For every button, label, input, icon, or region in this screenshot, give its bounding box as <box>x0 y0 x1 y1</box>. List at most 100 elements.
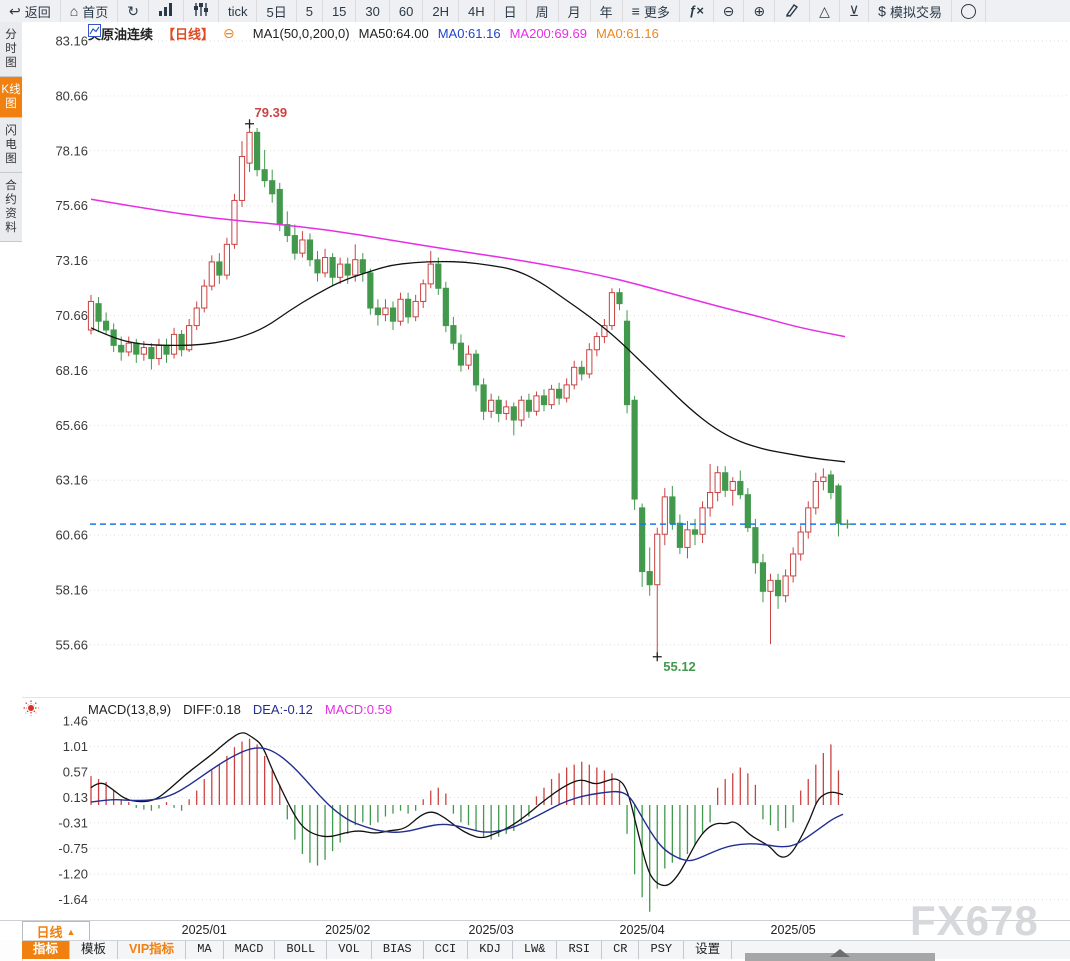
macd-title: MACD(13,8,9) <box>88 702 172 717</box>
price-axis-label: 70.66 <box>55 308 88 323</box>
toolbar-interval-month-button[interactable]: 月 <box>558 0 591 22</box>
draw-tool-icon <box>784 2 800 20</box>
indicator-tab-templates[interactable]: 模板 <box>70 941 119 959</box>
price-axis-label: 55.66 <box>55 637 88 652</box>
indicator-tab-psy[interactable]: PSY <box>639 941 685 959</box>
indicator-tab-kdj[interactable]: KDJ <box>468 941 513 959</box>
toolbar-interval-5m-button[interactable]: 5 <box>296 0 323 22</box>
price-chart-header: 美原油连续 【日线】 ⊖ MA1(50,0,200,0) MA50:64.00 … <box>88 24 659 43</box>
macd-axis-label: 1.46 <box>63 713 88 728</box>
toolbar-interval-tick-button[interactable]: tick <box>218 0 258 22</box>
macd-axis-label: 0.57 <box>63 765 88 780</box>
toolbar-home-button[interactable]: ⌂ 首页 <box>60 0 119 22</box>
macd-value: MACD:0.59 <box>324 702 393 717</box>
price-chart-svg[interactable]: 83.16 80.66 78.16 75.66 73.16 70.66 68.16 65.66… <box>22 22 1070 697</box>
indicator-tab-cci[interactable]: CCI <box>423 941 469 959</box>
toolbar-interval-2h-button[interactable]: 2H <box>423 0 459 22</box>
interval-tick-label: tick <box>227 3 248 19</box>
price-axis-label: 83.16 <box>55 34 88 49</box>
indicator-settings-icon[interactable] <box>23 700 39 716</box>
ma50-value: MA50:64.00 <box>358 26 429 41</box>
drag-handle-arrow-icon <box>830 949 850 957</box>
toolbar-clock-button[interactable] <box>951 0 986 22</box>
indicator-tab-vip-indicators[interactable]: VIP指标 <box>118 941 187 959</box>
indicator-tab-boll[interactable]: BOLL <box>275 941 328 959</box>
ma0-blue-value: MA0:61.16 <box>437 26 501 41</box>
period-selector-button[interactable]: 日线 ▲ <box>22 921 90 942</box>
macd-axis-label: -0.31 <box>58 815 88 830</box>
interval-30m-label: 30 <box>365 3 380 19</box>
indicator-tab-indicators[interactable]: 指标 <box>22 941 71 959</box>
price-chart-panel: 83.16 80.66 78.16 75.66 73.16 70.66 68.16 65.66… <box>22 22 1070 697</box>
indicator-tab-bias[interactable]: BIAS <box>371 941 424 959</box>
sidebar-tab-contract-info[interactable]: 合约资料 <box>0 173 22 242</box>
chart-style-bars-icon <box>158 2 174 20</box>
toolbar-draw-tool-button[interactable] <box>775 0 811 22</box>
interval-60m-label: 60 <box>398 3 414 19</box>
interval-week-label: 周 <box>535 4 549 20</box>
macd-panel: 1.46 1.01 0.57 0.13 -0.31 -0.75 -1.20 -1.64 MAC… <box>22 697 1070 921</box>
price-axis-label: 65.66 <box>55 418 88 433</box>
indicator-tab-cr[interactable]: CR <box>602 941 640 959</box>
price-axis-label: 63.16 <box>55 473 88 488</box>
toolbar-interval-15m-button[interactable]: 15 <box>322 0 357 22</box>
interval-month-label: 月 <box>567 4 581 20</box>
sim-trading-icon: $ <box>878 3 886 19</box>
price-axis-label: 68.16 <box>55 363 88 378</box>
toolbar-formula-button[interactable]: ƒ× <box>679 0 714 22</box>
ma200-value: MA200:69.69 <box>509 26 587 41</box>
indicator-tab-macd[interactable]: MACD <box>223 941 276 959</box>
macd-axis-label: 0.13 <box>63 790 88 805</box>
back-icon: ↩ <box>9 3 21 19</box>
toolbar-interval-day-button[interactable]: 日 <box>494 0 527 22</box>
sidebar-tab-kline-chart[interactable]: K线图 <box>0 77 22 118</box>
toolbar-sim-trading-button[interactable]: $ 模拟交易 <box>869 0 952 22</box>
toolbar-zoom-in-button[interactable]: ⊕ <box>744 0 776 22</box>
toolbar-interval-30m-button[interactable]: 30 <box>356 0 390 22</box>
sidebar-tab-lightning-chart[interactable]: 闪电图 <box>0 118 22 173</box>
indicator-tab-vol[interactable]: VOL <box>327 941 372 959</box>
symbol-period-label: 【日线】 <box>162 27 215 42</box>
macd-chart-svg[interactable]: 1.46 1.01 0.57 0.13 -0.31 -0.75 -1.20 -1.64 <box>22 698 1070 921</box>
dea-value: DEA:-0.12 <box>252 702 313 717</box>
price-axis-label: 75.66 <box>55 198 88 213</box>
diff-value: DIFF:0.18 <box>183 702 241 717</box>
toolbar-refresh-button[interactable]: ↻ <box>118 0 149 22</box>
indicator-tab-settings[interactable]: 设置 <box>684 941 733 959</box>
symbol-name: 美原油连续 <box>88 27 154 42</box>
toolbar-interval-year-button[interactable]: 年 <box>590 0 623 22</box>
collapse-panel-icon[interactable]: ⊖ <box>223 25 235 41</box>
chevron-up-icon: ▲ <box>66 926 76 937</box>
period-selector-label: 日线 <box>36 925 63 940</box>
toolbar-more-menu-button[interactable]: ≡ 更多 <box>622 0 680 22</box>
x-axis-date-label: 2025/03 <box>468 923 514 937</box>
toolbar-interval-week-button[interactable]: 周 <box>526 0 559 22</box>
toolbar: ↩ 返回 ⌂ 首页 ↻ tick 5日 5 15 30 60 2H 4H 日周 月年 ≡ 更多 ƒ× ⊖ ⊕ △ ⊻ $ 模拟… <box>0 0 1070 23</box>
toolbar-interval-5d-button[interactable]: 5日 <box>257 0 297 22</box>
price-axis-label: 58.16 <box>55 583 88 598</box>
indicator-tab-lw[interactable]: LW& <box>512 941 558 959</box>
home-label: 首页 <box>82 4 109 20</box>
toolbar-interval-4h-button[interactable]: 4H <box>458 0 495 22</box>
toolbar-zoom-out-button[interactable]: ⊖ <box>713 0 745 22</box>
indicator-tab-rsi[interactable]: RSI <box>557 941 603 959</box>
alert-up-icon: △ <box>819 3 830 19</box>
macd-axis-label: -1.64 <box>58 892 88 907</box>
toolbar-chart-style-candles-button[interactable] <box>183 0 219 22</box>
toolbar-alert-up-button[interactable]: △ <box>810 0 840 22</box>
toolbar-alert-down-button[interactable]: ⊻ <box>839 0 870 22</box>
toolbar-chart-style-bars-button[interactable] <box>148 0 184 22</box>
sidebar-tab-time-chart[interactable]: 分时图 <box>0 22 22 77</box>
toolbar-interval-60m-button[interactable]: 60 <box>389 0 424 22</box>
toolbar-back-button[interactable]: ↩ 返回 <box>0 0 61 22</box>
macd-header: MACD(13,8,9) DIFF:0.18 DEA:-0.12 MACD:0.… <box>88 702 392 717</box>
macd-axis-label: 1.01 <box>63 739 88 754</box>
price-axis-label: 80.66 <box>55 88 88 103</box>
clock-icon <box>960 3 976 19</box>
more-menu-icon: ≡ <box>631 3 640 19</box>
bottom-scrollbar-handle[interactable] <box>745 949 935 961</box>
alert-down-icon: ⊻ <box>848 3 860 19</box>
indicator-tab-ma[interactable]: MA <box>186 941 224 959</box>
sidebar: 分时图 K线图 闪电图 合约资料 <box>0 22 23 961</box>
